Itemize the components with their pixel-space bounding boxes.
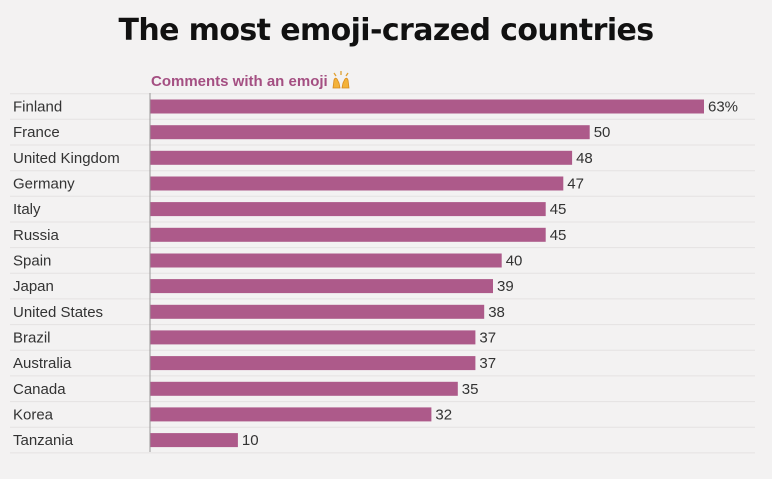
- category-label: United States: [13, 304, 103, 321]
- value-label: 47: [567, 176, 584, 193]
- value-label: 10: [242, 432, 259, 449]
- category-label: Japan: [13, 278, 54, 295]
- value-label: 32: [435, 406, 452, 423]
- category-label: Australia: [13, 355, 72, 372]
- series-label: Comments with an emoji: [151, 73, 328, 90]
- value-label: 38: [488, 304, 505, 321]
- value-label: 50: [594, 124, 611, 141]
- bar: [150, 381, 458, 396]
- gridlines: [10, 93, 755, 454]
- value-label: 48: [576, 150, 593, 167]
- bar: [150, 330, 476, 345]
- chart-title: The most emoji-crazed countries: [118, 13, 653, 48]
- bar: [150, 407, 432, 422]
- category-label: Finland: [13, 99, 62, 116]
- category-label: Germany: [13, 176, 75, 193]
- value-label: 37: [479, 329, 496, 346]
- category-label: Korea: [13, 406, 54, 423]
- category-label: Spain: [13, 253, 51, 270]
- category-label: Tanzania: [13, 432, 74, 449]
- bar: [150, 125, 590, 140]
- bar: [150, 99, 704, 114]
- bars: [150, 99, 704, 448]
- bar: [150, 253, 502, 268]
- value-label: 45: [550, 227, 567, 244]
- category-label: Italy: [13, 201, 41, 218]
- bar: [150, 279, 493, 294]
- bar: [150, 202, 546, 217]
- bar: [150, 150, 573, 165]
- value-label: 45: [550, 201, 567, 218]
- bar: [150, 176, 564, 191]
- bar: [150, 304, 485, 319]
- category-label: Canada: [13, 381, 66, 398]
- value-label: 39: [497, 278, 514, 295]
- category-label: France: [13, 124, 60, 141]
- value-label: 63%: [708, 99, 738, 116]
- value-label: 35: [462, 381, 479, 398]
- category-label: United Kingdom: [13, 150, 120, 167]
- bar: [150, 433, 238, 448]
- category-labels: Finland France United Kingdom Germany Italy R…: [13, 99, 120, 450]
- value-label: 40: [506, 253, 523, 270]
- category-label: Brazil: [13, 329, 51, 346]
- category-label: Russia: [13, 227, 60, 244]
- bar: [150, 227, 546, 242]
- bar: [150, 356, 476, 371]
- value-label: 37: [479, 355, 496, 372]
- raising-hands-emoji-icon: [332, 71, 350, 89]
